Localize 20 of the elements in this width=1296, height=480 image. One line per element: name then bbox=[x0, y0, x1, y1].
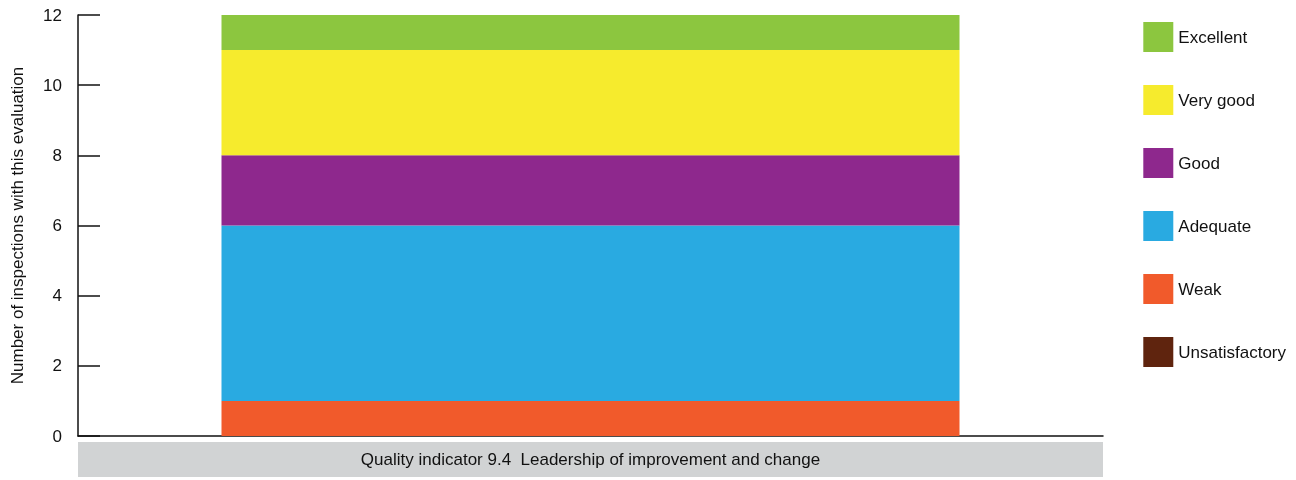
legend-label: Weak bbox=[1178, 279, 1222, 299]
y-tick-label: 0 bbox=[52, 426, 62, 446]
bar bbox=[221, 155, 960, 226]
legend-label: Good bbox=[1178, 153, 1220, 173]
bar bbox=[221, 15, 960, 51]
legend-label: Unsatisfactory bbox=[1178, 342, 1287, 362]
legend-label: Adequate bbox=[1178, 216, 1252, 236]
y-tick-label: 12 bbox=[43, 5, 62, 25]
legend-label: Very good bbox=[1178, 90, 1255, 110]
y-tick-label: 8 bbox=[52, 145, 62, 165]
y-tick-label: 10 bbox=[43, 75, 62, 95]
legend-label: Excellent bbox=[1178, 27, 1248, 47]
y-axis-title: Number of inspections with this evaluation bbox=[8, 66, 27, 385]
bar bbox=[221, 50, 960, 156]
bar bbox=[221, 400, 960, 436]
y-tick-label: 6 bbox=[52, 216, 62, 235]
bar bbox=[221, 225, 960, 401]
x-tick-label: Quality indicator 9.4 Leadership of improvement and change bbox=[360, 450, 821, 469]
y-tick-label: 4 bbox=[52, 286, 62, 306]
y-tick-label: 2 bbox=[52, 356, 62, 376]
